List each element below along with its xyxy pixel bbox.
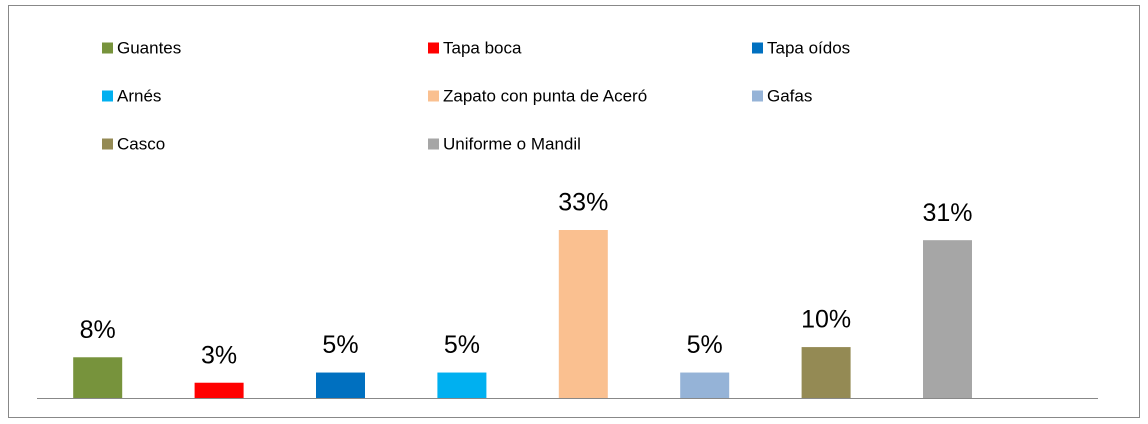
legend-label: Zapato con punta de Aceró xyxy=(443,86,647,105)
data-label: 5% xyxy=(322,331,358,359)
legend-swatch xyxy=(752,90,763,102)
bar xyxy=(437,372,487,398)
bar xyxy=(801,347,851,398)
legend-swatch xyxy=(102,90,113,102)
legend-swatch xyxy=(428,90,439,102)
bar xyxy=(923,240,972,398)
legend-label: Arnés xyxy=(117,86,161,105)
legend-label: Tapa oídos xyxy=(767,38,850,57)
data-label: 8% xyxy=(80,316,116,344)
data-label: 10% xyxy=(801,306,851,334)
legend-label: Guantes xyxy=(117,38,181,57)
legend-swatch xyxy=(428,42,439,54)
bar xyxy=(316,372,365,398)
legend-label: Casco xyxy=(117,134,165,153)
bar xyxy=(194,382,244,398)
data-label: 31% xyxy=(922,199,972,227)
data-label: 5% xyxy=(687,331,723,359)
data-label: 3% xyxy=(201,341,237,369)
data-label: 5% xyxy=(444,331,480,359)
bar xyxy=(558,230,608,398)
data-label: 33% xyxy=(558,189,608,217)
bar xyxy=(680,372,730,398)
legend-swatch xyxy=(102,42,113,54)
legend-swatch xyxy=(752,42,763,54)
legend-swatch xyxy=(428,138,439,150)
legend-label: Tapa boca xyxy=(443,38,522,57)
legend-label: Gafas xyxy=(767,86,812,105)
legend-swatch xyxy=(102,138,113,150)
legend-label: Uniforme o Mandil xyxy=(443,134,581,153)
bar xyxy=(73,357,123,398)
